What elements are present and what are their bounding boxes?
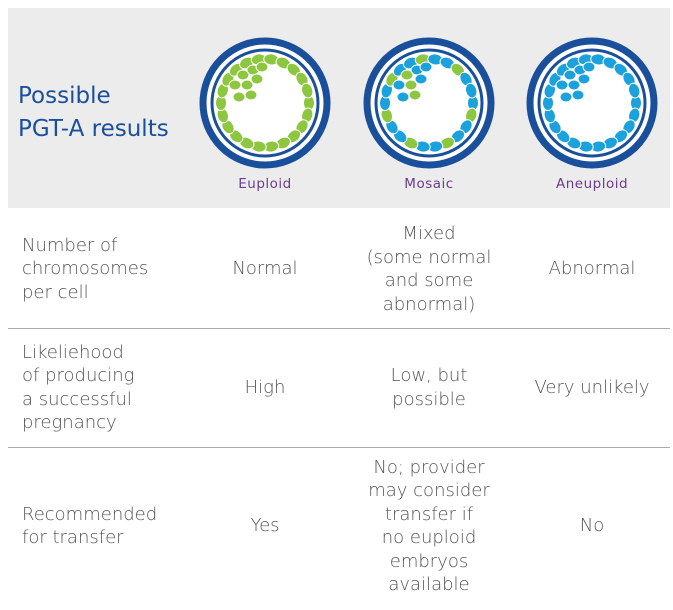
cell-line: abnormal) xyxy=(383,293,476,317)
cell-line: No xyxy=(580,514,604,538)
row-label-line: chromosomes xyxy=(22,257,182,281)
cell-line: Low, but xyxy=(391,364,468,388)
embryo-part xyxy=(409,90,421,100)
cell-line: Very unlikely xyxy=(534,376,649,400)
cell-line: and some xyxy=(385,269,474,293)
table-cell: No xyxy=(512,447,672,605)
embryo-part xyxy=(229,80,241,90)
table-cell: Abnormal xyxy=(512,210,672,328)
embryo-part xyxy=(415,74,427,84)
row-label-line: Likeliehood xyxy=(22,341,182,365)
page: PossiblePGT-A results EuploidMosaicAneup… xyxy=(0,0,673,610)
cell-line: possible xyxy=(392,388,466,412)
table-cell: Normal xyxy=(185,210,345,328)
embryo-part xyxy=(560,92,572,102)
cell-line: transfer if xyxy=(385,503,473,527)
embryo-part xyxy=(251,74,263,84)
cell-line: No; provider xyxy=(373,456,484,480)
cell-line: Yes xyxy=(250,514,279,538)
column-label: Euploid xyxy=(195,176,335,192)
row-label-line: of producing xyxy=(22,364,182,388)
row-label-line: for transfer xyxy=(22,526,182,550)
column-label: Mosaic xyxy=(359,176,499,192)
embryo-part xyxy=(572,90,584,100)
cell-line: Mixed xyxy=(402,222,455,246)
embryo-part xyxy=(397,92,409,102)
cell-line: available xyxy=(388,573,469,597)
table-cell: Yes xyxy=(185,447,345,605)
embryo-part xyxy=(393,80,405,90)
embryo-part xyxy=(245,90,257,100)
row-label-line: Recommended xyxy=(22,503,182,527)
row-label-line: per cell xyxy=(22,281,182,305)
row-label-line: a successful xyxy=(22,388,182,412)
table-cell: Very unlikely xyxy=(512,328,672,447)
cell-line: no euploid xyxy=(382,526,477,550)
row-label-line: Number of xyxy=(22,234,182,258)
row-label-line: pregnancy xyxy=(22,411,182,435)
cell-line: Normal xyxy=(232,257,297,281)
embryo-part xyxy=(233,92,245,102)
embryo-part xyxy=(420,62,432,72)
cell-line: High xyxy=(245,376,286,400)
table-cell: High xyxy=(185,328,345,447)
cell-line: (some normal xyxy=(367,246,492,270)
cell-line: embryos xyxy=(390,550,468,574)
embryo-part xyxy=(583,62,595,72)
cell-line: may consider xyxy=(368,479,490,503)
embryo-part xyxy=(556,80,568,90)
embryo-part xyxy=(256,62,268,72)
cell-line: Abnormal xyxy=(549,257,636,281)
embryo-part xyxy=(578,74,590,84)
column-label: Aneuploid xyxy=(522,176,662,192)
